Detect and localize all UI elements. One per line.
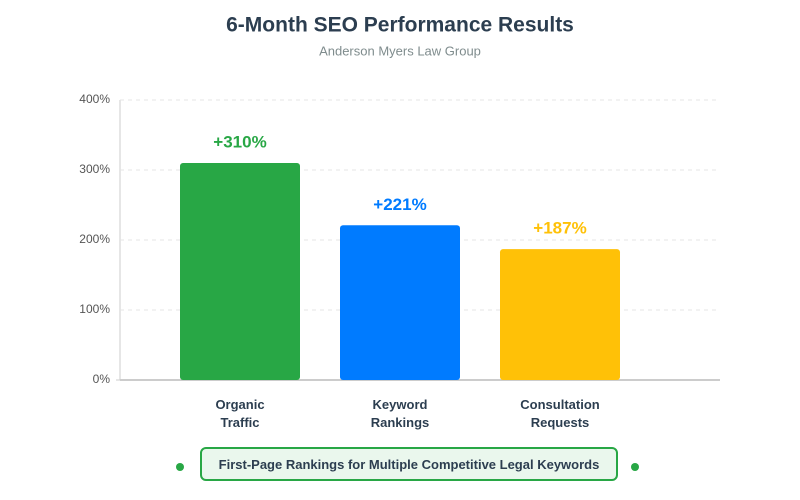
x-tick-label: Organic Traffic xyxy=(215,397,265,430)
chart-title: 6-Month SEO Performance Results xyxy=(226,14,574,37)
chart-subtitle: Anderson Myers Law Group xyxy=(319,43,481,58)
badge-dot xyxy=(631,463,639,471)
annotation-badge: First-Page Rankings for Multiple Competi… xyxy=(200,447,618,481)
badge-dot xyxy=(176,463,184,471)
x-tick-label: Consultation Requests xyxy=(520,397,600,430)
y-tick-label: 300% xyxy=(79,162,110,176)
value-label: +221% xyxy=(373,195,426,214)
bar xyxy=(180,163,300,380)
bar xyxy=(340,225,460,380)
x-tick-label: Keyword Rankings xyxy=(370,397,430,430)
y-tick-label: 100% xyxy=(79,302,110,316)
value-label: +187% xyxy=(533,219,586,238)
bar xyxy=(500,249,620,380)
value-label: +310% xyxy=(213,132,266,151)
y-tick-label: 400% xyxy=(79,92,110,106)
y-tick-label: 0% xyxy=(93,372,111,386)
y-tick-label: 200% xyxy=(79,232,110,246)
